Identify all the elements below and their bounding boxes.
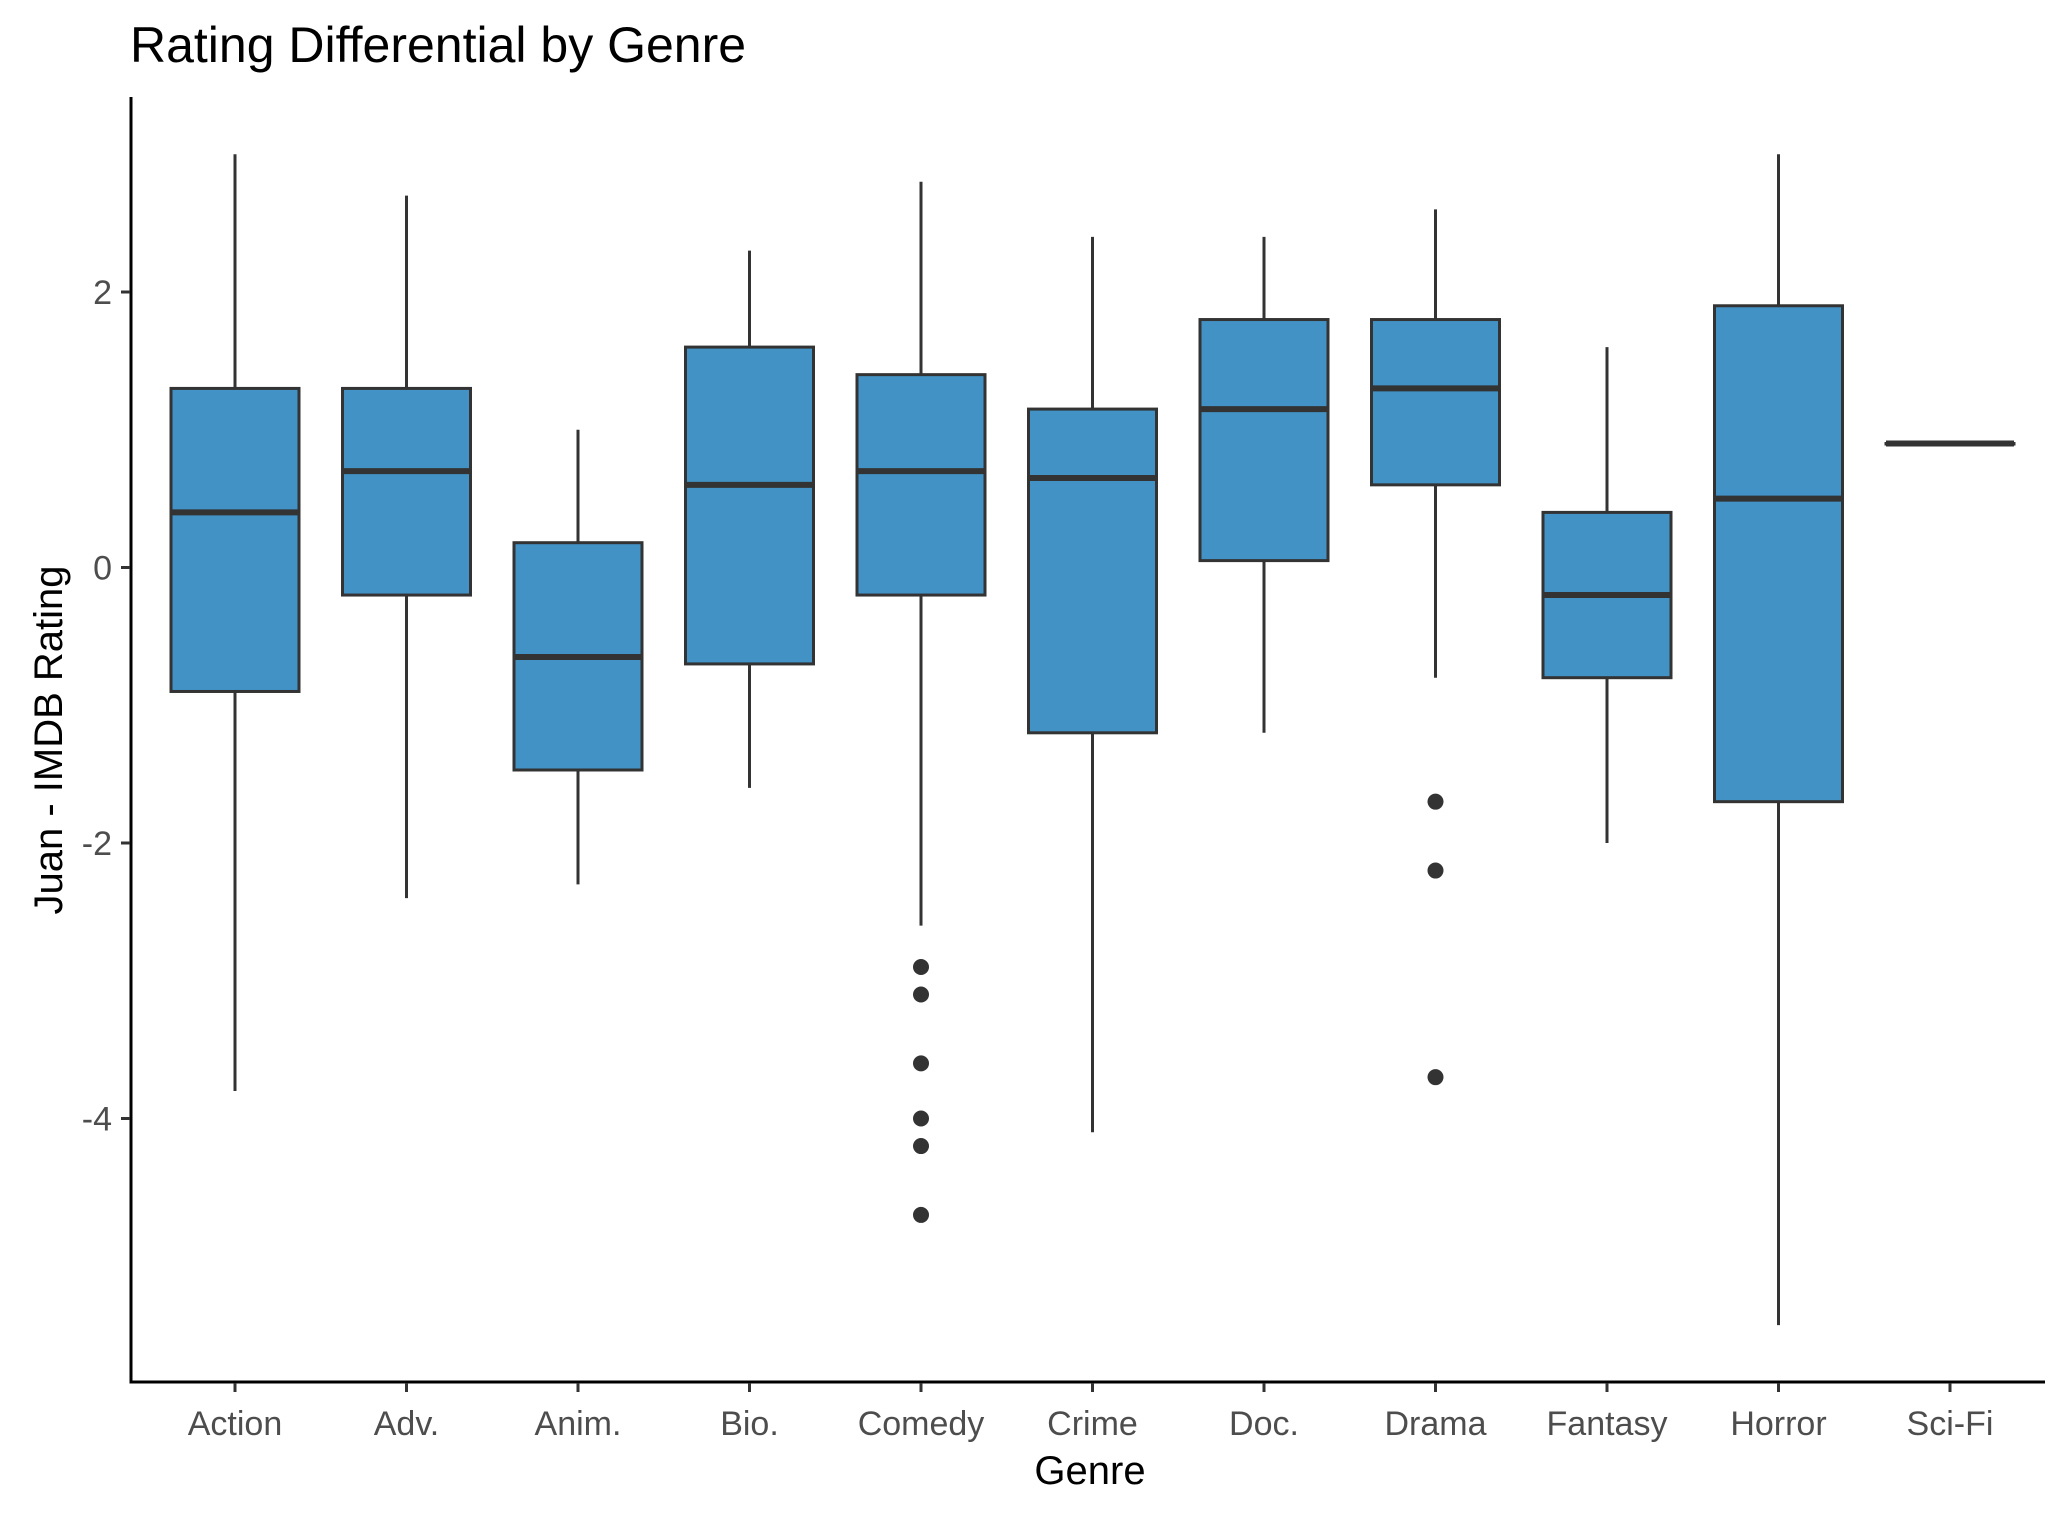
box-group-action (169, 154, 301, 1091)
x-tick-label: Anim. (535, 1405, 622, 1443)
x-tick-label: Drama (1384, 1405, 1486, 1443)
box-group-crime (1027, 236, 1158, 1133)
x-tick-label: Comedy (858, 1405, 985, 1443)
outlier-point (913, 1138, 929, 1155)
outlier-point (913, 1110, 929, 1127)
x-tick-label: Horror (1730, 1405, 1826, 1443)
box-iqr (1370, 318, 1501, 487)
box-iqr (1198, 318, 1330, 563)
x-tick-label: Doc. (1229, 1405, 1299, 1443)
box-iqr (341, 386, 472, 597)
y-tick-label: 2 (93, 274, 112, 312)
box-iqr (1713, 304, 1844, 804)
chart-title: Rating Differential by Genre (130, 17, 746, 73)
box-group-anim (512, 429, 644, 885)
outlier-point (1427, 862, 1444, 879)
box-group-drama (1370, 209, 1501, 1086)
ticks-layer: Action Adv. Anim. Bio. Comedy Crime Doc. Drama F… (82, 274, 1994, 1443)
y-axis-title: Juan - IMDB Rating (27, 565, 71, 914)
y-tick-label: 0 (93, 550, 112, 588)
x-tick-label: Adv. (374, 1405, 440, 1443)
outlier-point (913, 958, 929, 975)
outlier-point (913, 1206, 929, 1223)
x-tick-label: Fantasy (1547, 1405, 1668, 1443)
x-axis-title: Genre (1034, 1449, 1145, 1493)
boxes-layer (169, 154, 2016, 1326)
y-tick-label: -2 (82, 825, 112, 863)
x-tick-label: Action (188, 1405, 283, 1443)
box-iqr (169, 386, 301, 693)
outlier-point (1427, 793, 1444, 810)
x-tick-label: Crime (1047, 1405, 1138, 1443)
box-iqr (684, 345, 815, 666)
box-group-bio (684, 250, 815, 788)
x-tick-label: Sci-Fi (1907, 1405, 1994, 1443)
box-group-comedy (855, 181, 987, 1223)
box-group-adv (341, 195, 472, 899)
box-iqr (1027, 407, 1158, 735)
outlier-point (913, 986, 929, 1003)
box-group-doc (1198, 236, 1330, 733)
box-iqr (855, 373, 987, 597)
outlier-point (913, 1055, 929, 1072)
box-group-scifi (1884, 440, 2016, 447)
y-tick-label: -4 (82, 1101, 112, 1139)
axes-layer (129, 97, 2045, 1384)
box-group-horror (1713, 154, 1844, 1326)
x-tick-label: Bio. (720, 1405, 779, 1443)
outlier-point (1427, 1069, 1444, 1086)
box-group-fantasy (1541, 347, 1673, 843)
